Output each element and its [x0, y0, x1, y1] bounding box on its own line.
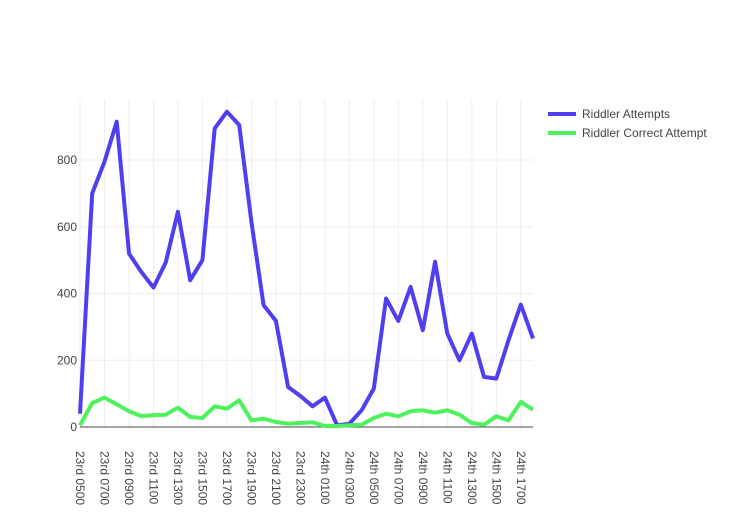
x-tick-label: 23rd 0500: [73, 451, 87, 505]
x-tick-label: 24th 0500: [367, 451, 381, 505]
x-tick-label: 24th 0100: [318, 451, 332, 505]
y-tick-label: 400: [57, 287, 77, 301]
x-tick-label: 24th 1300: [465, 451, 479, 505]
x-tick-label: 23rd 1300: [171, 451, 185, 505]
x-tick-label: 23rd 0900: [122, 451, 136, 505]
x-tick-label: 24th 1500: [489, 451, 503, 505]
x-tick-label: 23rd 1900: [244, 451, 258, 505]
x-tick-label: 23rd 2100: [269, 451, 283, 505]
legend-label: Riddler Correct Attempt: [582, 126, 707, 140]
x-tick-label: 23rd 1100: [146, 451, 160, 504]
series-lines: [78, 109, 535, 428]
x-tick-label: 23rd 1700: [220, 451, 234, 505]
x-tick-label: 24th 1700: [514, 451, 528, 505]
x-tick-label: 23rd 1500: [195, 451, 209, 505]
legend[interactable]: Riddler Attempts Riddler Correct Attempt: [548, 107, 707, 140]
series-line-1[interactable]: [78, 109, 535, 428]
x-tick-label: 23rd 2300: [293, 451, 307, 505]
x-tick-label: 24th 1100: [440, 451, 454, 504]
y-tick-label: 600: [57, 220, 77, 234]
y-tick-label: 200: [57, 353, 77, 367]
x-tick-label: 24th 0700: [391, 451, 405, 505]
legend-item-1[interactable]: Riddler Attempts: [548, 107, 670, 121]
y-tick-label: 0: [70, 420, 77, 434]
x-tick-label: 23rd 0700: [97, 451, 111, 505]
grid-lines: [79, 100, 533, 427]
x-axis: 23rd 0500 23rd 0700 23rd 0900 23rd 1100 23rd…: [73, 451, 528, 505]
x-tick-label: 24th 0900: [416, 451, 430, 505]
legend-label: Riddler Attempts: [582, 107, 670, 121]
y-axis: 0 200 400 600 800: [57, 153, 77, 434]
series-line-2[interactable]: [78, 395, 535, 428]
y-tick-label: 800: [57, 153, 77, 167]
legend-item-2[interactable]: Riddler Correct Attempt: [548, 126, 707, 140]
x-tick-label: 24th 0300: [342, 451, 356, 505]
